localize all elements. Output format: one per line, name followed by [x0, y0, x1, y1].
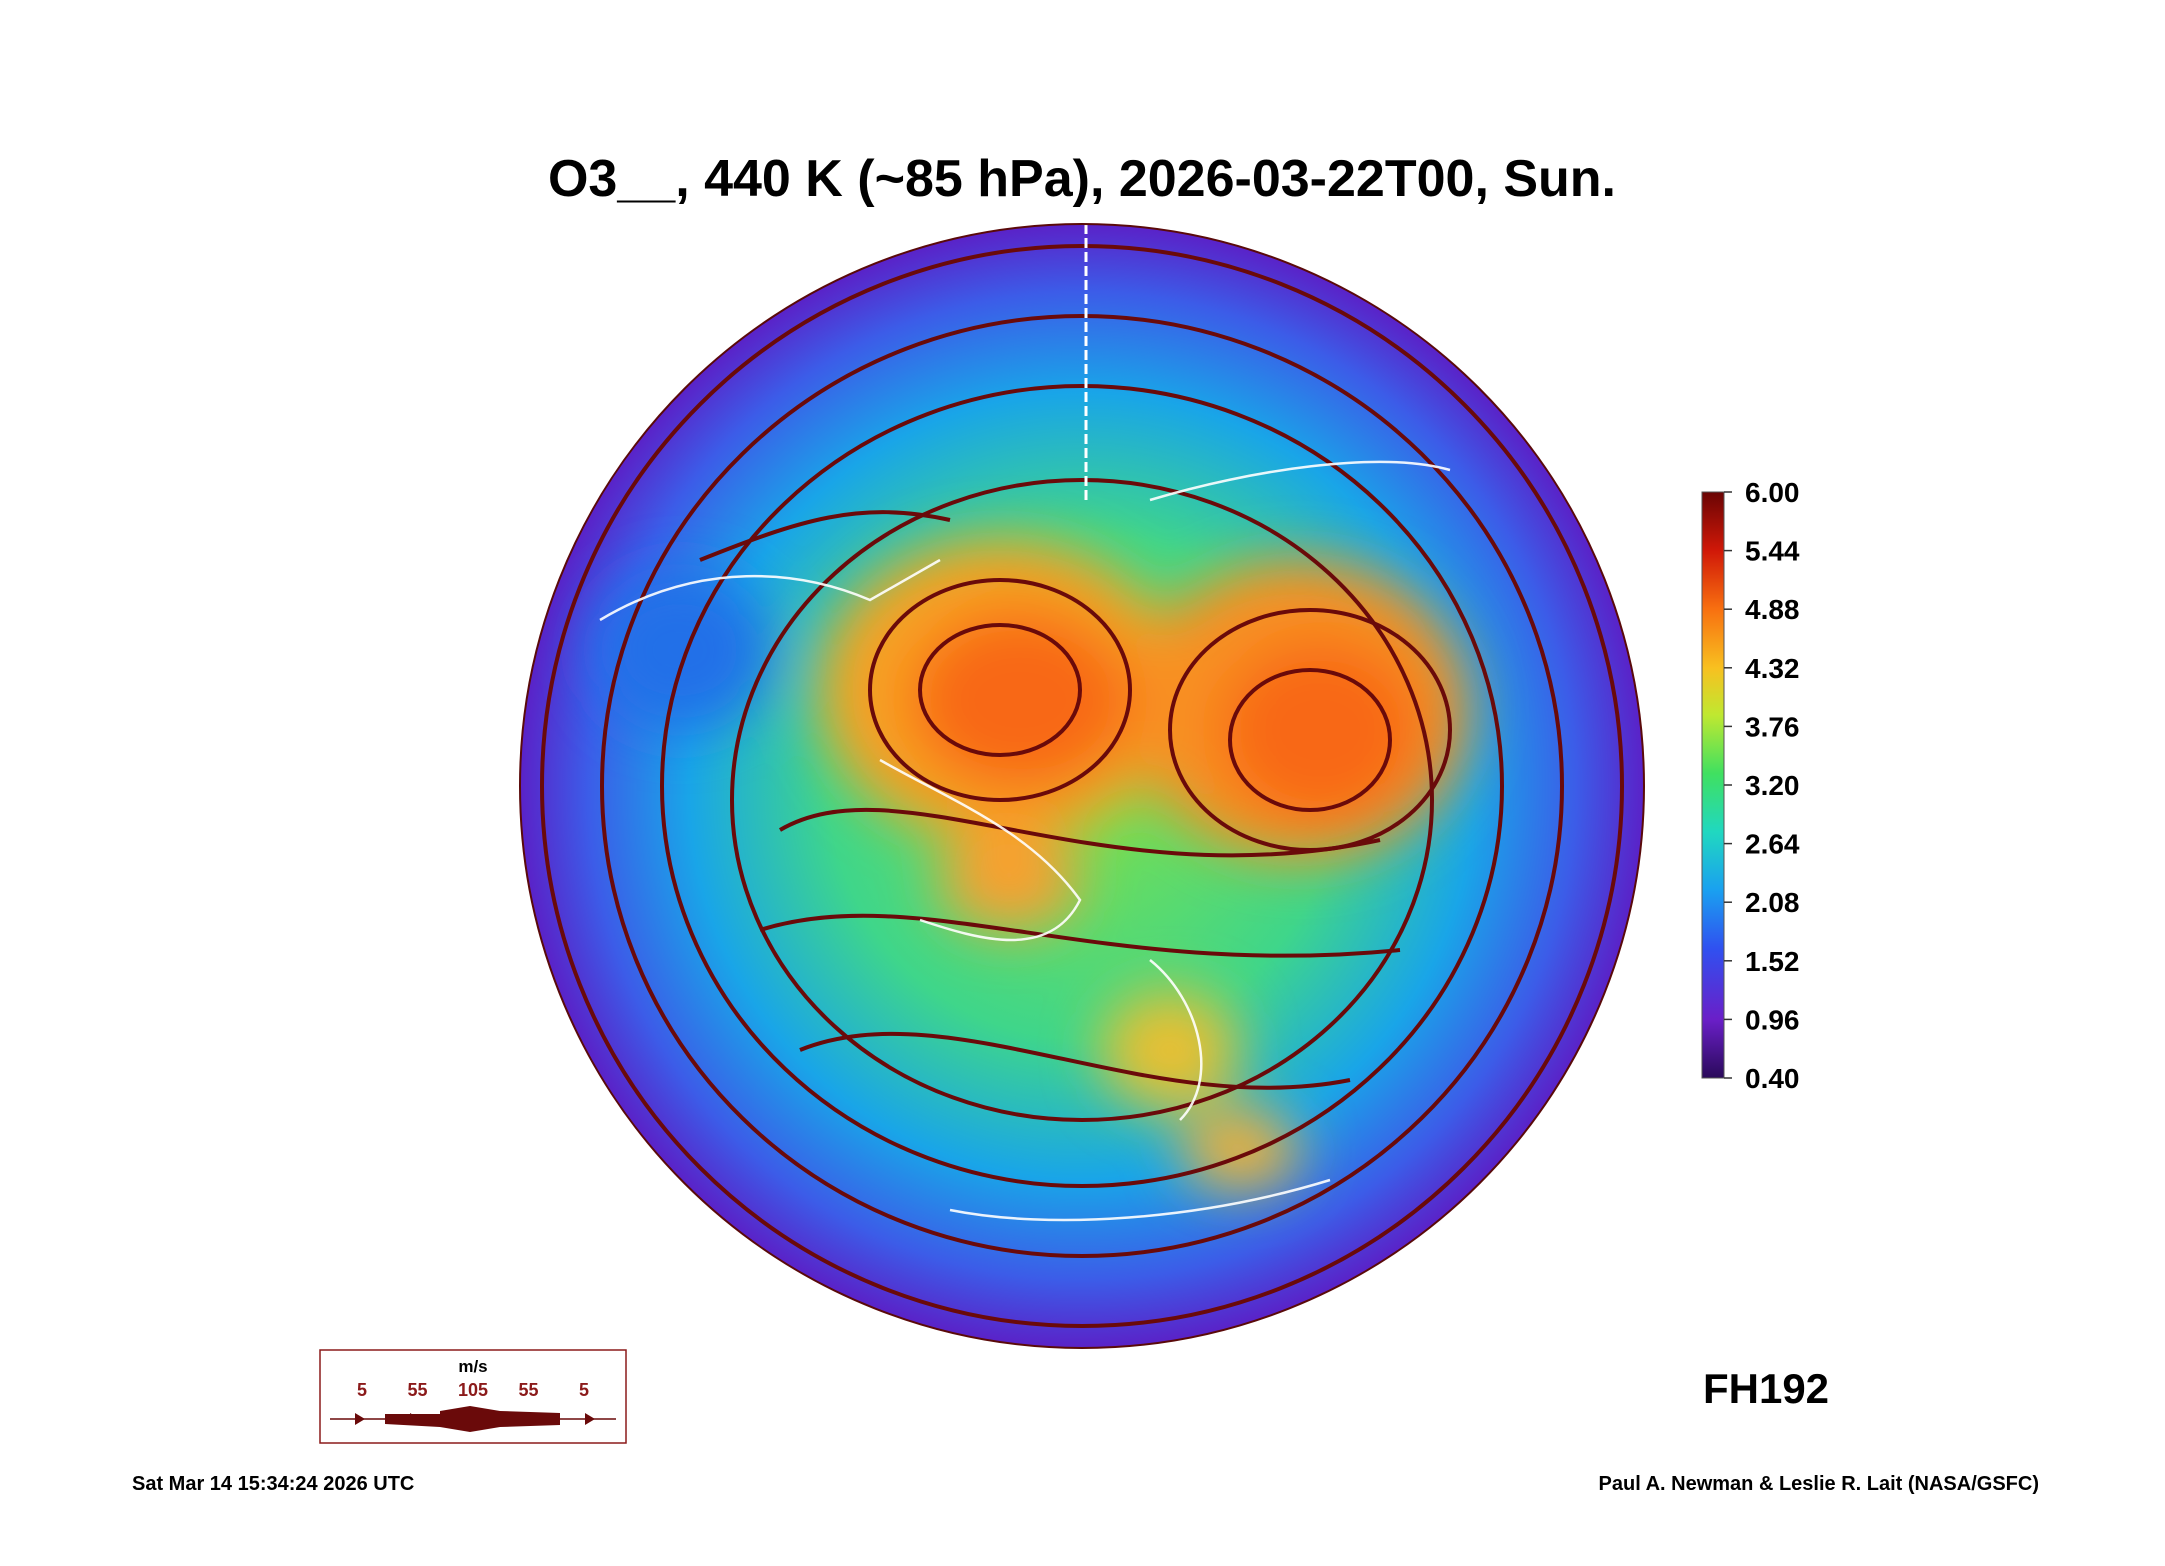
timestamp: Sat Mar 14 15:34:24 2026 UTC [132, 1473, 414, 1495]
colorbar-tick-label: 3.76 [1745, 711, 1800, 742]
colorbar-tick-label: 6.00 [1745, 477, 1800, 508]
wind-speed-label: 5 [579, 1380, 589, 1400]
colorbar-tick-label: 1.52 [1745, 946, 1800, 977]
colorbar-tick-label: 3.20 [1745, 770, 1800, 801]
wind-speed-label: 5 [357, 1380, 367, 1400]
title: O3__, 440 K (~85 hPa), 2026-03-22T00, Su… [548, 150, 1616, 208]
colorbar-tick-label: 2.08 [1745, 887, 1800, 918]
ozone-map [520, 224, 1644, 1348]
colorbar-scale [1701, 491, 1725, 1079]
credit: Paul A. Newman & Leslie R. Lait (NASA/GS… [1599, 1473, 2039, 1495]
colorbar-tick-label: 4.32 [1745, 653, 1800, 684]
wind-speed-label: 105 [458, 1380, 488, 1400]
colorbar: 6.00 5.44 4.88 4.32 3.76 3.20 2.64 2.08 1.52 0.96… [1701, 477, 1800, 1094]
wind-legend: m/s 5 55 105 55 5 [319, 1349, 627, 1444]
wind-unit: m/s [458, 1357, 487, 1376]
wind-speed-label: 55 [407, 1380, 427, 1400]
colorbar-tick-label: 4.88 [1745, 594, 1800, 625]
colorbar-tick-label: 0.40 [1745, 1063, 1800, 1094]
colorbar-tick-label: 0.96 [1745, 1004, 1800, 1035]
colorbar-tick-label: 2.64 [1745, 829, 1800, 860]
wind-speed-label: 55 [518, 1380, 538, 1400]
colorbar-tick-label: 5.44 [1745, 536, 1800, 567]
forecast-hour: FH192 [1703, 1365, 1829, 1412]
